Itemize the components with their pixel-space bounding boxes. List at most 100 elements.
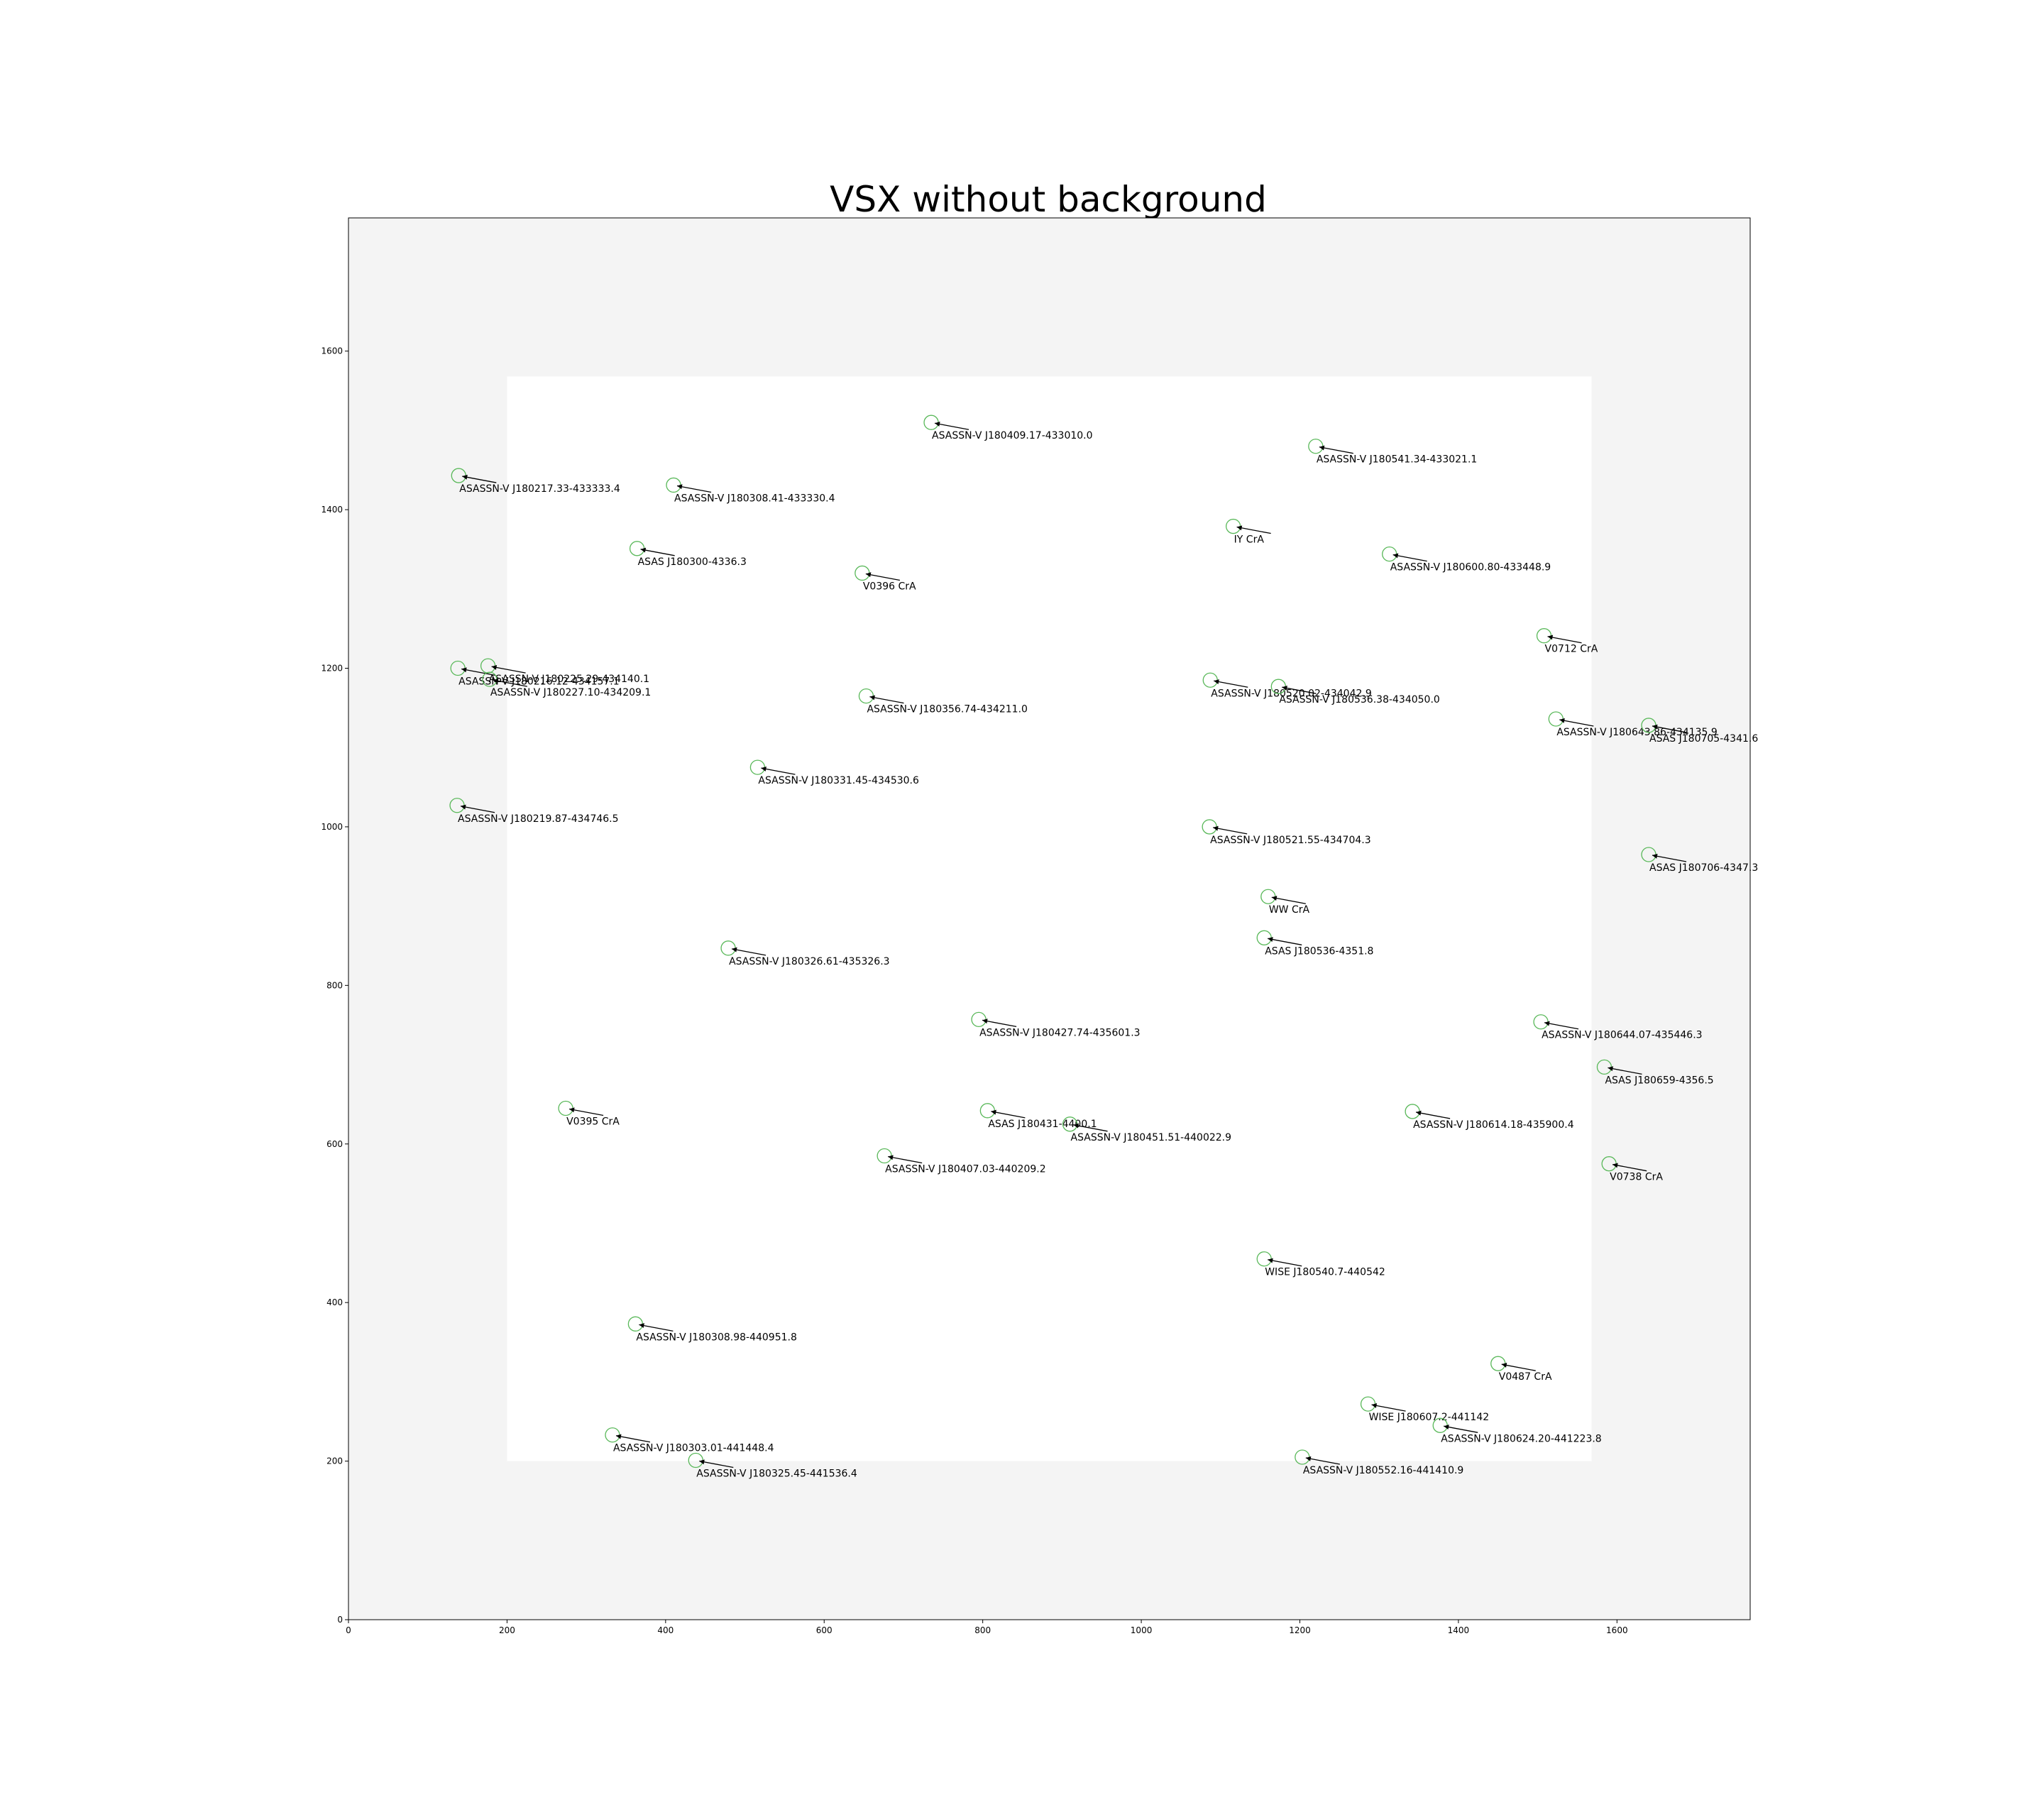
star-label: ASASSN-V J180219.87-434746.5 xyxy=(458,813,619,825)
star-label: ASASSN-V J180325.45-441536.4 xyxy=(696,1468,857,1479)
star-marker: V0487 CrA xyxy=(1490,1356,1552,1383)
star-marker: ASASSN-V J180520.02-434042.9 xyxy=(1202,672,1372,699)
annotation-arrow xyxy=(1214,680,1248,688)
annotation-arrowhead xyxy=(1501,1363,1507,1368)
x-tick-label: 600 xyxy=(816,1625,833,1635)
star-marker: ASASSN-V J180644.07-435446.3 xyxy=(1533,1014,1703,1041)
star-label: ASASSN-V J180227.10-434209.1 xyxy=(490,687,652,698)
star-marker: ASASSN-V J180451.51-440022.9 xyxy=(1062,1116,1231,1143)
star-label: V0396 CrA xyxy=(863,581,916,592)
annotation-arrowhead xyxy=(1652,853,1658,859)
annotation-arrowhead xyxy=(462,474,468,480)
annotation-arrowhead xyxy=(491,665,498,670)
annotation-arrow xyxy=(731,948,766,956)
star-label: ASASSN-V J180331.45-434530.6 xyxy=(758,775,919,786)
y-tick-label: 0 xyxy=(337,1615,343,1625)
annotation-arrow xyxy=(1371,1404,1406,1412)
star-label: V0712 CrA xyxy=(1545,644,1598,655)
annotation-arrow xyxy=(1268,938,1302,945)
star-marker: V0712 CrA xyxy=(1536,628,1598,655)
annotation-arrowhead xyxy=(1073,1123,1079,1129)
star-marker: ASASSN-V J180521.55-434704.3 xyxy=(1202,819,1371,846)
star-marker: ASASSN-V J180600.80-433448.9 xyxy=(1382,546,1551,573)
star-marker: ASAS J180659-4356.5 xyxy=(1596,1059,1714,1086)
star-marker: ASASSN-V J180643.86-434135.9 xyxy=(1548,711,1718,738)
star-marker: V0395 CrA xyxy=(558,1100,620,1127)
star-label: ASASSN-V J180600.80-433448.9 xyxy=(1390,562,1551,573)
annotation-arrow xyxy=(1501,1363,1536,1371)
annotation-arrowhead xyxy=(1652,724,1658,730)
annotation-arrow xyxy=(1305,1457,1340,1465)
star-label: ASASSN-V J180552.16-441410.9 xyxy=(1303,1465,1464,1476)
y-tick-label: 1600 xyxy=(321,346,343,356)
annotation-arrow xyxy=(1416,1111,1451,1119)
y-tick-label: 800 xyxy=(326,980,343,990)
annotation-arrowhead xyxy=(461,667,467,673)
annotation-arrow xyxy=(934,422,969,430)
axes-frame xyxy=(348,217,1751,1620)
y-tick-label: 1200 xyxy=(321,664,343,674)
annotation-arrow xyxy=(982,1019,1017,1028)
annotation-arrow xyxy=(460,806,495,813)
star-label: WISE J180540.7-440542 xyxy=(1265,1267,1385,1278)
annotation-arrowhead xyxy=(869,695,875,701)
annotation-arrow xyxy=(568,1108,604,1116)
x-tick-label: 800 xyxy=(974,1625,991,1635)
star-marker: ASAS J180705-4341.6 xyxy=(1641,718,1758,745)
star-label: ASASSN-V J180356.74-434211.0 xyxy=(867,704,1028,715)
star-marker: ASAS J180431-4400.1 xyxy=(979,1103,1097,1130)
annotation-arrowhead xyxy=(1214,679,1219,684)
annotation-arrow xyxy=(865,573,900,581)
annotation-arrowhead xyxy=(615,1434,622,1439)
star-marker: ASASSN-V J180217.33-433333.4 xyxy=(451,468,620,495)
annotation-arrowhead xyxy=(1371,1403,1378,1408)
annotation-arrowhead xyxy=(493,678,499,684)
annotation-arrow xyxy=(1236,526,1271,534)
annotation-arrow xyxy=(493,679,527,687)
star-marker: ASASSN-V J180624.20-441223.8 xyxy=(1432,1417,1602,1444)
annotation-arrowhead xyxy=(1268,1258,1273,1263)
annotation-arrowhead xyxy=(1319,445,1325,451)
x-tick-label: 0 xyxy=(346,1625,351,1635)
annotation-arrowhead xyxy=(677,484,683,490)
star-marker: ASASSN-V J180308.98-440951.8 xyxy=(627,1316,797,1343)
star-label: ASASSN-V J180624.20-441223.8 xyxy=(1441,1433,1602,1444)
x-axis: 0 200 400 600 800 1000 1200 1400 1600 xyxy=(346,1620,1628,1635)
annotation-arrow xyxy=(1392,554,1427,562)
star-label: ASASSN-V J180409.17-433010.0 xyxy=(932,430,1093,441)
star-label: IY CrA xyxy=(1234,534,1265,546)
star-marker: ASASSN-V J180427.74-435601.3 xyxy=(971,1011,1141,1038)
annotation-arrow xyxy=(1213,827,1248,835)
annotation-arrowhead xyxy=(991,1109,996,1115)
annotation-arrowhead xyxy=(1612,1163,1618,1168)
y-tick-label: 200 xyxy=(326,1456,343,1466)
star-label: ASAS J180300-4336.3 xyxy=(638,556,747,568)
annotation-arrowhead xyxy=(639,1323,644,1329)
annotation-arrow xyxy=(888,1155,923,1164)
annotation-arrow xyxy=(676,485,712,493)
star-label: V0395 CrA xyxy=(566,1116,620,1127)
star-label: ASASSN-V J180326.61-435326.3 xyxy=(729,956,890,967)
annotation-arrowhead xyxy=(1271,896,1278,901)
annotation-arrowhead xyxy=(888,1155,894,1160)
star-label: ASASSN-V J180643.86-434135.9 xyxy=(1556,727,1718,738)
annotation-arrow xyxy=(1271,896,1306,904)
annotation-arrow xyxy=(1282,686,1317,694)
annotation-arrowhead xyxy=(1236,525,1243,531)
star-label: ASASSN-V J180308.41-433330.4 xyxy=(674,493,835,504)
star-label: V0487 CrA xyxy=(1499,1371,1552,1383)
annotation-arrow xyxy=(491,666,526,674)
star-label: ASASSN-V J180225.29-434140.1 xyxy=(489,674,650,685)
y-axis: 0 200 400 600 800 1000 1200 1400 1600 xyxy=(321,346,348,1625)
star-label: ASASSN-V J180521.55-434704.3 xyxy=(1210,835,1371,846)
y-tick-label: 1000 xyxy=(321,822,343,832)
annotation-arrowhead xyxy=(1444,1424,1449,1430)
points-layer: ASASSN-V J180409.17-433010.0 ASASSN-V J18… xyxy=(449,415,1758,1479)
y-tick-label: 1400 xyxy=(321,505,343,515)
star-marker: ASASSN-V J180303.01-441448.4 xyxy=(605,1427,774,1454)
star-marker: ASAS J180706-4347.3 xyxy=(1641,847,1758,874)
annotation-arrow xyxy=(1608,1067,1642,1075)
star-marker: ASASSN-V J180219.87-434746.5 xyxy=(449,798,619,825)
star-marker: ASASSN-V J180541.34-433021.1 xyxy=(1308,439,1477,466)
star-label: ASASSN-V J180536.38-434050.0 xyxy=(1279,694,1440,706)
